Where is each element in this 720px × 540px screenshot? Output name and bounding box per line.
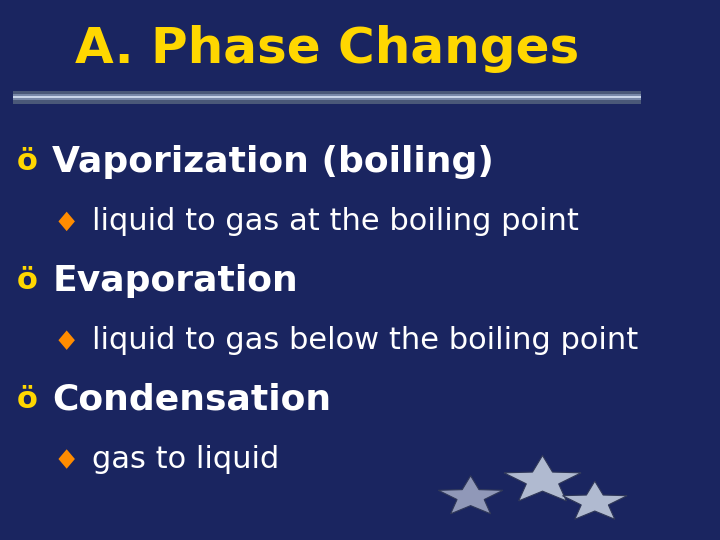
- Polygon shape: [504, 455, 581, 501]
- Text: liquid to gas at the boiling point: liquid to gas at the boiling point: [91, 207, 578, 236]
- Bar: [13, 91, 641, 104]
- Polygon shape: [438, 476, 503, 514]
- Polygon shape: [58, 449, 75, 469]
- Polygon shape: [58, 212, 75, 231]
- Text: ö: ö: [17, 266, 37, 295]
- Text: gas to liquid: gas to liquid: [91, 444, 279, 474]
- Polygon shape: [562, 481, 627, 519]
- Polygon shape: [58, 330, 75, 350]
- Text: A. Phase Changes: A. Phase Changes: [75, 25, 579, 72]
- Bar: [13, 96, 641, 98]
- Text: ö: ö: [17, 147, 37, 177]
- Text: Condensation: Condensation: [53, 383, 331, 416]
- Text: Vaporization (boiling): Vaporization (boiling): [53, 145, 494, 179]
- Bar: [13, 94, 641, 100]
- Text: Evaporation: Evaporation: [53, 264, 298, 298]
- Text: liquid to gas below the boiling point: liquid to gas below the boiling point: [91, 326, 638, 355]
- Text: ö: ö: [17, 385, 37, 414]
